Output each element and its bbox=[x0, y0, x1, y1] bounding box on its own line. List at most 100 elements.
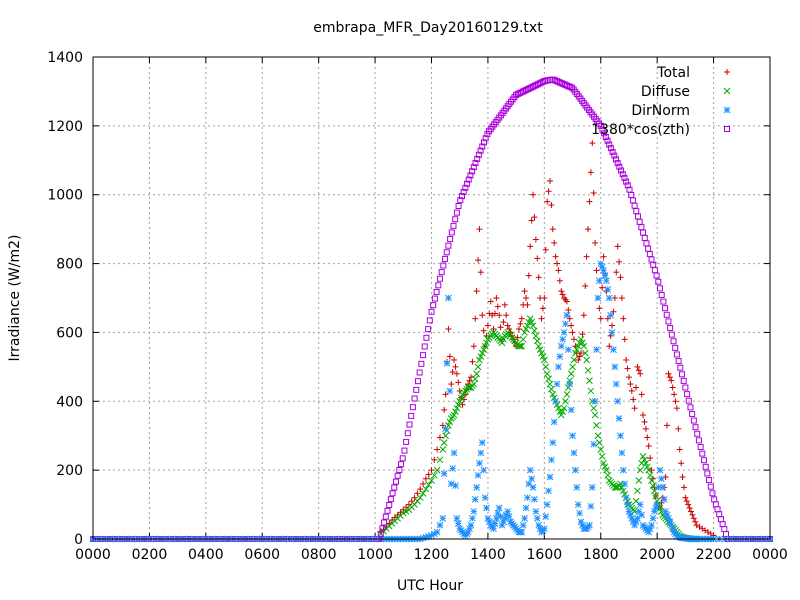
data-point bbox=[671, 391, 678, 398]
data-point bbox=[634, 514, 641, 522]
data-point bbox=[684, 391, 691, 398]
data-point bbox=[455, 379, 462, 386]
data-point bbox=[591, 411, 599, 419]
data-point bbox=[377, 531, 384, 538]
data-point bbox=[688, 508, 695, 515]
data-point bbox=[714, 506, 721, 513]
data-point bbox=[500, 319, 507, 326]
data-point bbox=[442, 255, 449, 262]
data-point bbox=[624, 501, 631, 508]
data-point bbox=[411, 494, 418, 501]
data-point bbox=[634, 213, 641, 220]
data-point bbox=[570, 449, 578, 457]
data-point bbox=[638, 224, 645, 231]
data-point bbox=[477, 353, 485, 360]
data-point bbox=[618, 167, 625, 174]
data-point bbox=[617, 274, 624, 281]
x-tick-label: 1600 bbox=[527, 547, 563, 563]
data-point bbox=[436, 521, 444, 529]
data-point bbox=[580, 312, 587, 319]
data-point bbox=[619, 171, 626, 178]
data-point bbox=[579, 339, 586, 347]
series-0 bbox=[377, 140, 717, 539]
data-point bbox=[387, 496, 394, 503]
data-point bbox=[544, 198, 551, 205]
data-point bbox=[473, 288, 480, 295]
x-tick-label: 0800 bbox=[301, 547, 337, 563]
data-point bbox=[563, 298, 570, 305]
data-point bbox=[672, 344, 679, 351]
data-point bbox=[620, 315, 627, 322]
data-point bbox=[588, 484, 596, 491]
data-point bbox=[586, 198, 593, 205]
data-point bbox=[682, 384, 689, 391]
y-tick-label: 200 bbox=[56, 463, 83, 479]
data-point bbox=[476, 226, 483, 233]
data-point bbox=[529, 484, 537, 491]
x-tick-label: 0600 bbox=[244, 547, 280, 563]
x-tick-label: 1200 bbox=[414, 547, 450, 563]
data-point bbox=[562, 397, 569, 405]
data-point bbox=[535, 521, 543, 529]
y-tick-label: 1200 bbox=[47, 119, 83, 135]
data-point bbox=[563, 311, 571, 319]
data-point bbox=[685, 501, 692, 508]
data-point bbox=[503, 312, 510, 319]
data-point bbox=[569, 432, 576, 440]
data-point bbox=[600, 459, 607, 467]
data-point bbox=[382, 513, 389, 520]
data-point bbox=[549, 226, 556, 233]
data-point bbox=[572, 466, 579, 474]
data-point bbox=[641, 418, 648, 425]
data-point bbox=[642, 459, 650, 467]
data-point bbox=[440, 262, 447, 269]
data-point bbox=[457, 197, 464, 204]
data-point bbox=[504, 322, 511, 329]
data-point bbox=[550, 394, 558, 402]
data-point bbox=[519, 521, 527, 529]
data-point bbox=[577, 335, 585, 343]
data-point bbox=[627, 381, 634, 388]
data-point bbox=[590, 404, 598, 412]
data-point bbox=[430, 471, 438, 479]
data-point bbox=[642, 425, 649, 432]
data-point bbox=[493, 295, 500, 301]
data-point bbox=[450, 222, 457, 229]
data-point bbox=[478, 439, 486, 446]
data-point bbox=[689, 410, 696, 417]
data-point bbox=[431, 295, 438, 302]
legend-marker bbox=[723, 87, 731, 95]
data-point bbox=[479, 312, 486, 319]
data-point bbox=[690, 515, 697, 522]
data-point bbox=[640, 412, 647, 419]
data-point bbox=[617, 432, 624, 440]
data-point bbox=[680, 484, 687, 491]
data-point bbox=[473, 484, 480, 491]
data-point bbox=[454, 401, 462, 409]
data-point bbox=[604, 137, 611, 144]
data-point bbox=[559, 408, 567, 415]
data-point bbox=[636, 218, 643, 225]
data-point bbox=[625, 508, 633, 515]
data-point bbox=[648, 256, 655, 263]
data-point bbox=[505, 513, 513, 520]
data-point bbox=[653, 501, 661, 508]
data-point bbox=[612, 156, 619, 163]
data-point bbox=[636, 501, 644, 508]
data-point bbox=[616, 258, 623, 265]
data-point bbox=[594, 294, 602, 302]
data-point bbox=[663, 511, 671, 519]
data-point bbox=[552, 397, 559, 405]
data-point bbox=[618, 449, 626, 457]
data-point bbox=[644, 434, 651, 441]
data-point bbox=[462, 184, 469, 191]
data-point bbox=[420, 352, 427, 359]
data-point bbox=[408, 498, 415, 505]
data-point bbox=[517, 320, 524, 327]
data-point bbox=[396, 466, 403, 473]
legend-label: 1380*cos(zth) bbox=[591, 122, 690, 138]
data-point bbox=[562, 320, 569, 328]
data-point bbox=[591, 397, 599, 405]
data-point bbox=[636, 466, 644, 474]
data-point bbox=[484, 322, 491, 329]
